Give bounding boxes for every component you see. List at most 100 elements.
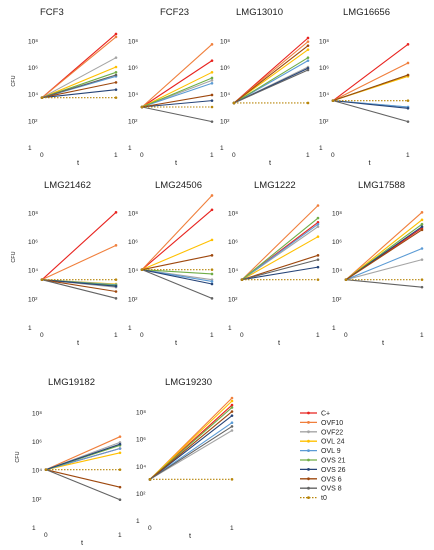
- data-point: [420, 258, 424, 261]
- series-line-ovs-21: [233, 57, 309, 104]
- y-tick-label: 10²: [220, 118, 230, 125]
- series-line-ovl-24: [241, 236, 319, 281]
- legend-marker: [307, 477, 310, 481]
- data-point: [230, 410, 234, 413]
- series-line-ovf10: [345, 211, 423, 281]
- legend-marker: [307, 496, 310, 499]
- chart-panel-lmg21462: LMG21462 1 10² 10⁴ 10⁶ 10⁸ CFU 0 1 t: [11, 180, 118, 347]
- y-axis-label: CFU: [15, 451, 21, 462]
- x-axis-label: t: [189, 531, 192, 540]
- data-point: [114, 35, 118, 39]
- series-line-ovs-26: [241, 266, 319, 281]
- series-line-ovs-26: [141, 269, 213, 285]
- data-point: [210, 43, 214, 46]
- series-line-ovl-24: [345, 219, 423, 281]
- series-line-ovl-24: [141, 71, 213, 108]
- x-tick-label: 1: [420, 332, 424, 339]
- legend-label: OVL 9: [321, 448, 341, 455]
- chart-title: LMG19182: [48, 377, 95, 388]
- data-point: [344, 278, 348, 281]
- x-axis-label: t: [278, 338, 281, 347]
- data-point: [114, 96, 118, 99]
- y-tick-label: 10²: [136, 491, 146, 498]
- chart-panel-lmg24506: LMG24506 1 10² 10⁴ 10⁶ 10⁸ 0 1 t: [128, 180, 214, 347]
- data-point: [230, 406, 234, 409]
- data-point: [210, 105, 214, 109]
- data-point: [306, 68, 310, 72]
- data-point: [230, 403, 234, 407]
- y-tick-label: 10²: [228, 296, 238, 303]
- y-tick-label: 10²: [28, 118, 38, 125]
- series-line-ovs-6: [332, 74, 409, 102]
- series-line-ovs-6: [141, 254, 213, 271]
- x-axis-label: t: [175, 338, 178, 347]
- legend-marker: [307, 449, 310, 452]
- legend-marker: [307, 458, 310, 462]
- y-tick-label: 10²: [28, 296, 38, 303]
- chart-title: FCF3: [40, 7, 64, 18]
- legend-marker: [307, 430, 310, 434]
- data-point: [306, 36, 310, 40]
- legend-marker: [307, 468, 310, 471]
- y-axis-label: CFU: [11, 251, 17, 262]
- data-point: [148, 478, 152, 481]
- data-point: [140, 105, 144, 109]
- series-line-ovf10: [45, 436, 121, 471]
- data-point: [114, 56, 118, 59]
- x-tick-label: 1: [114, 152, 118, 159]
- data-point: [406, 120, 410, 123]
- data-point: [210, 208, 214, 212]
- series-line-ovs-21: [141, 269, 213, 275]
- chart-panel-lmg16656: LMG16656 1 10² 10⁴ 10⁶ 10⁸ 0 1 t: [319, 7, 410, 167]
- data-point: [118, 441, 122, 444]
- x-tick-label: 1: [316, 332, 320, 339]
- data-point: [316, 278, 320, 281]
- y-tick-label: 1: [220, 145, 224, 152]
- data-point: [118, 468, 122, 471]
- series-line-ovs-6: [45, 469, 121, 488]
- data-point: [210, 282, 214, 286]
- series-line-ovf22: [41, 57, 117, 99]
- y-tick-label: 10⁴: [28, 268, 38, 275]
- series-line-ovl-9: [241, 223, 319, 281]
- data-point: [210, 76, 214, 80]
- data-point: [306, 40, 310, 43]
- series-line-ovs-8: [141, 106, 213, 123]
- y-tick-label: 10⁸: [128, 210, 138, 217]
- data-point: [406, 73, 410, 77]
- data-point: [44, 468, 48, 471]
- y-tick-label: 10⁶: [332, 239, 342, 246]
- series-line-ovs-21: [141, 77, 213, 108]
- y-tick-label: 10⁴: [136, 464, 146, 471]
- series-line-c-: [41, 211, 117, 281]
- data-point: [230, 414, 234, 417]
- y-tick-label: 1: [136, 518, 140, 525]
- y-tick-label: 1: [28, 325, 32, 332]
- data-point: [114, 290, 118, 293]
- series-line-ovl-24: [141, 239, 213, 271]
- chart-panel-lmg13010: LMG13010 1 10² 10⁴ 10⁶ 10⁸ 0 1 t: [220, 7, 310, 167]
- series-line-ovf10: [41, 36, 117, 99]
- data-point: [420, 247, 424, 250]
- series-line-ovl-24: [41, 66, 117, 99]
- data-point: [230, 399, 234, 403]
- y-tick-label: 10⁶: [32, 439, 42, 446]
- series-line-ovl-9: [345, 247, 423, 281]
- x-tick-label: 0: [232, 152, 236, 159]
- data-point: [114, 88, 118, 91]
- y-tick-label: 10⁸: [319, 38, 329, 45]
- y-tick-label: 1: [319, 145, 323, 152]
- data-point: [306, 56, 310, 59]
- y-tick-label: 1: [128, 325, 132, 332]
- y-tick-label: 10⁶: [220, 65, 230, 72]
- chart-title: LMG13010: [236, 7, 283, 18]
- y-tick-label: 10⁶: [28, 65, 38, 72]
- legend-label: OVL 24: [321, 439, 345, 446]
- data-point: [406, 43, 410, 46]
- series-line-ovl-9: [141, 82, 213, 108]
- legend-label: OVS 21: [321, 458, 346, 465]
- data-point: [114, 297, 118, 300]
- y-tick-label: 10⁶: [128, 239, 138, 246]
- data-point: [316, 265, 320, 269]
- data-point: [316, 204, 320, 207]
